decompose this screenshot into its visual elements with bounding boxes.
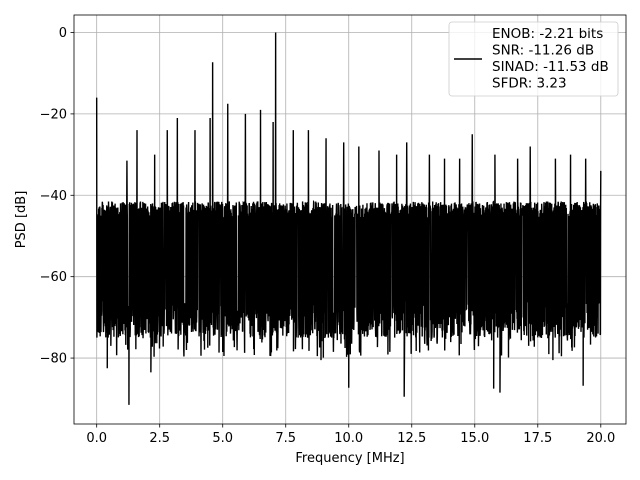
x-tick-label: 0.0: [86, 431, 107, 446]
plot-frame: [73, 14, 627, 425]
x-tick-label: 2.5: [149, 431, 170, 446]
legend-snr: SNR: -11.26 dB: [492, 43, 594, 59]
y-axis-title: PSD [dB]: [14, 191, 29, 249]
psd-line: [95, 32, 602, 405]
legend: ENOB: -2.21 bits SNR: -11.26 dB SINAD: -…: [448, 21, 619, 97]
x-tick-label: 5.0: [212, 431, 233, 446]
legend-enob: ENOB: -2.21 bits: [492, 26, 603, 42]
x-tick-label: 15.0: [460, 431, 489, 446]
legend-sinad: SINAD: -11.53 dB: [492, 59, 609, 75]
x-tick-label: 12.5: [397, 431, 426, 446]
y-tick-label: −80: [40, 352, 67, 367]
x-tick-label: 10.0: [334, 431, 363, 446]
legend-sfdr: SFDR: 3.23: [492, 76, 567, 92]
x-tick-label: 17.5: [523, 431, 552, 446]
psd-trace: [95, 32, 602, 405]
y-tick-label: −60: [40, 270, 67, 285]
x-tick-label: 7.5: [275, 431, 296, 446]
x-tick-label: 20.0: [586, 431, 615, 446]
y-tick-label: 0: [59, 26, 67, 41]
y-tick-label: −20: [40, 107, 67, 122]
legend-box: [448, 21, 619, 97]
axis-ticks: 0.0 2.5 5.0 7.5 10.0 12.5 15.0 17.5 20.0 0 −20 −40 −…: [40, 26, 616, 446]
x-axis-title: Frequency [MHz]: [295, 451, 404, 466]
y-tick-label: −40: [40, 189, 67, 204]
